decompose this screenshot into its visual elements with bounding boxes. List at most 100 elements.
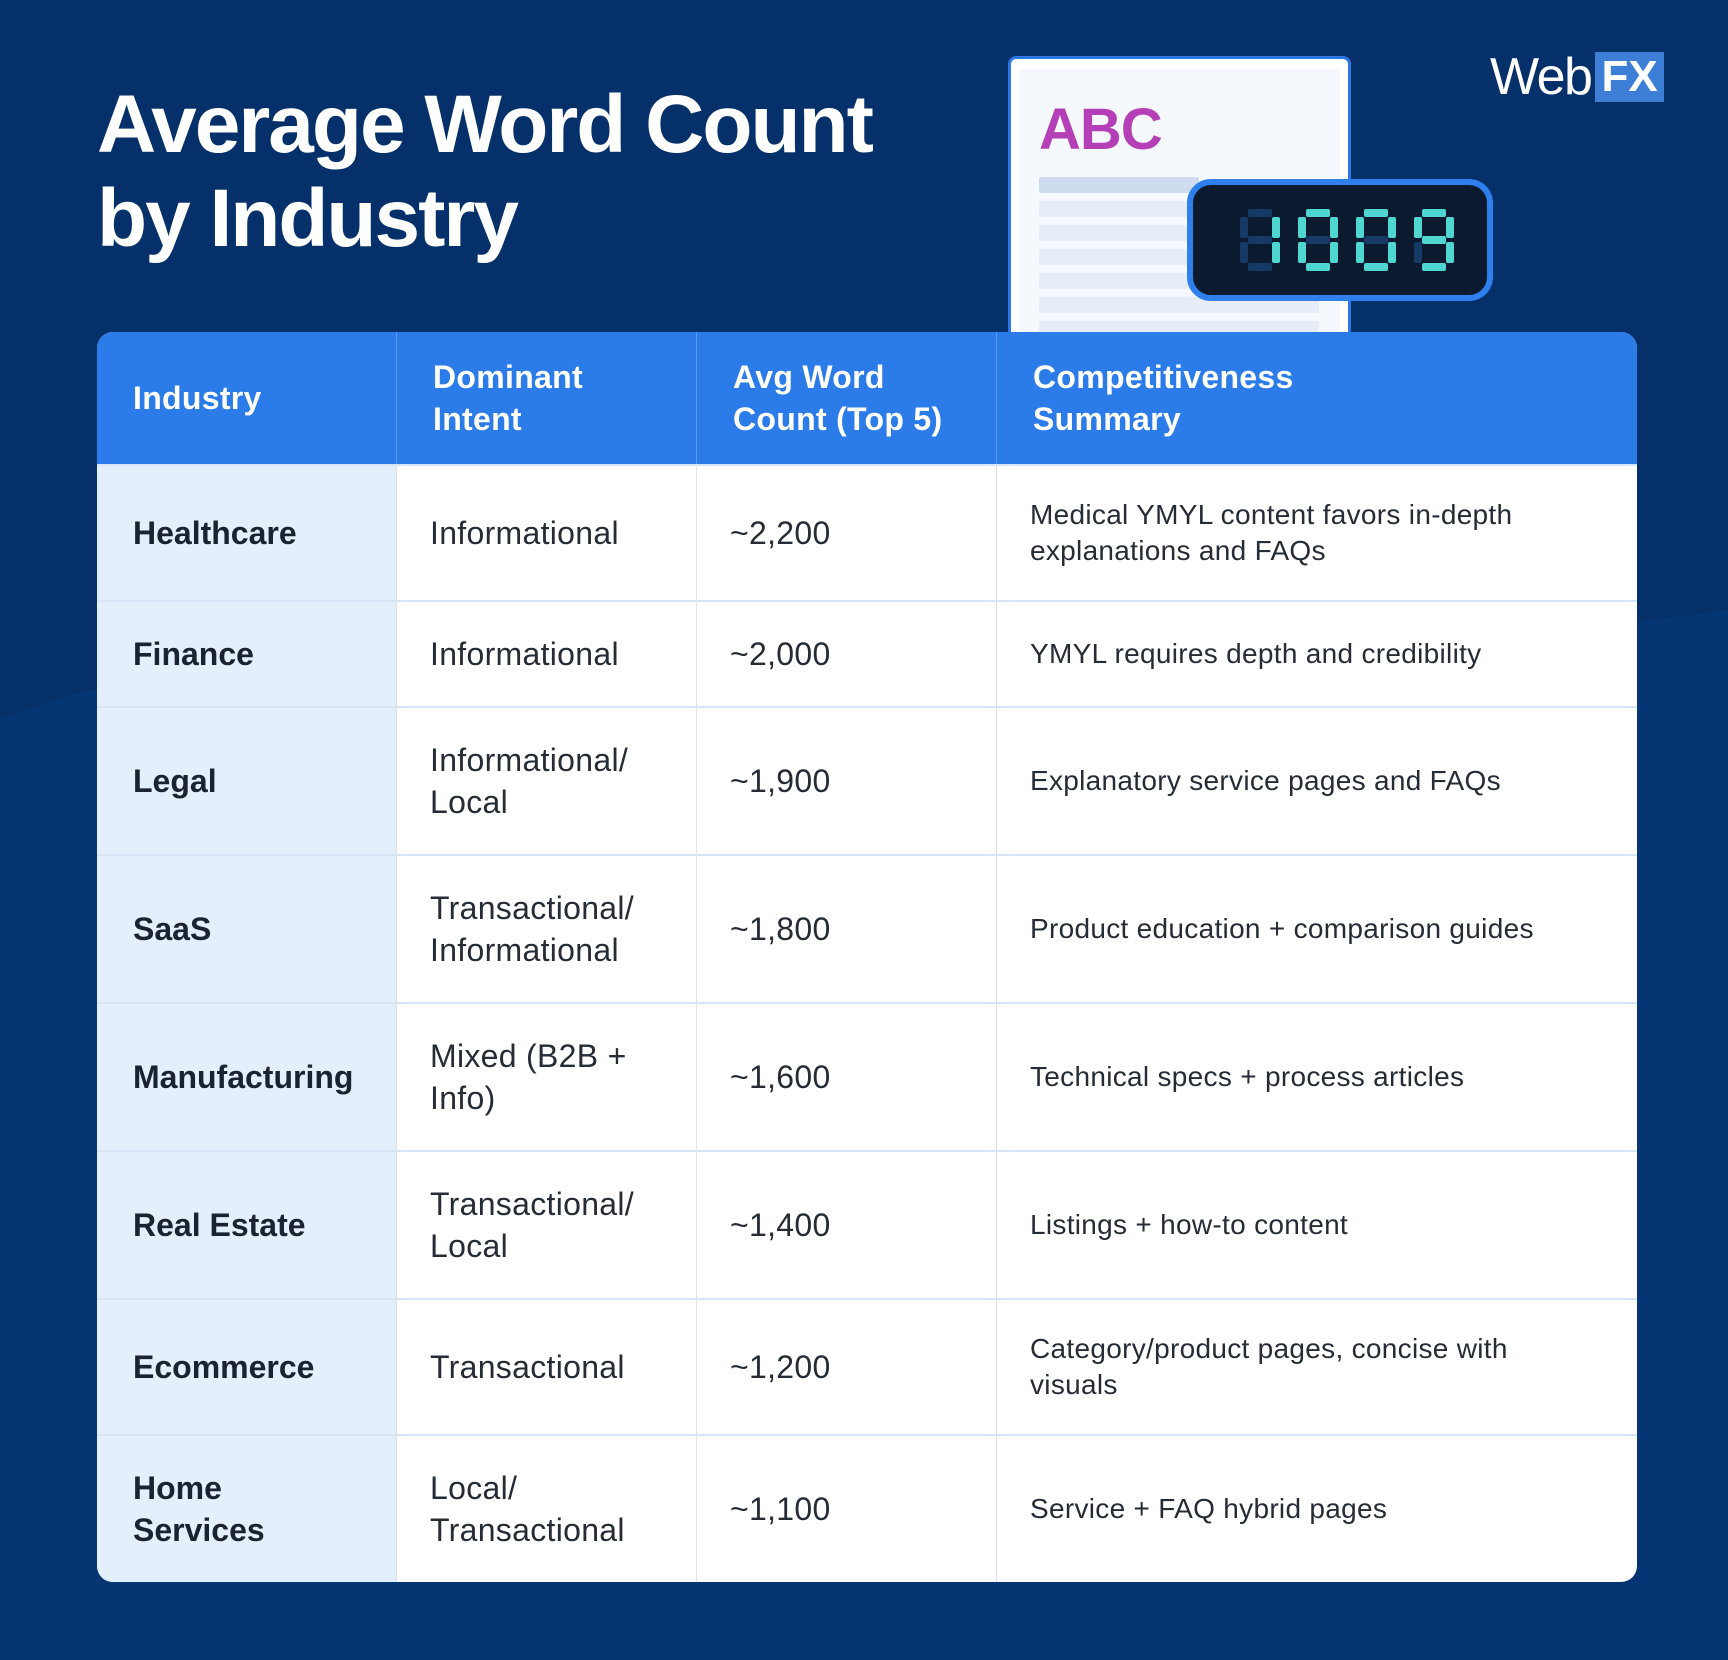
counter-segment [1446,242,1454,263]
header-industry: Industry [133,380,262,416]
counter-segment [1240,242,1248,263]
cell-intent: Transactional/ Informational [397,856,697,1002]
table-row: SaaS Transactional/ Informational ~1,800 Pr… [97,854,1637,1002]
counter-segment [1364,263,1388,271]
counter-segment [1388,217,1396,238]
counter-segment [1446,217,1454,238]
competitiveness-summary: Listings + how-to content [1030,1209,1349,1240]
competitiveness-summary: Explanatory service pages and FAQs [1030,765,1501,796]
industry-name: Legal [133,763,217,799]
counter-segment [1248,263,1272,271]
counter-segment [1364,209,1388,217]
counter-segment [1298,242,1306,263]
page-title: Average Word Count by Industry [97,78,977,266]
document-line [1039,177,1199,193]
cell-intent: Informational/ Local [397,708,697,854]
cell-intent: Informational [397,602,697,706]
avg-word-count: ~1,200 [730,1349,831,1385]
cell-word-count: ~2,200 [697,466,997,600]
competitiveness-summary: Technical specs + process articles [1030,1061,1465,1092]
cell-word-count: ~1,400 [697,1152,997,1298]
cell-summary: Technical specs + process articles [997,1004,1637,1150]
table-header: Industry Dominant Intent Avg Word Count … [97,332,1637,464]
avg-word-count: ~1,800 [730,911,831,947]
table-row: Real Estate Transactional/ Local ~1,400 Lis… [97,1150,1637,1298]
avg-word-count: ~1,100 [730,1491,831,1527]
cell-intent: Local/ Transactional [397,1436,697,1582]
seven-segment-counter-icon [1187,179,1493,301]
avg-word-count: ~1,600 [730,1059,831,1095]
cell-word-count: ~1,900 [697,708,997,854]
cell-word-count: ~1,800 [697,856,997,1002]
counter-segment [1364,236,1388,244]
cell-summary: Medical YMYL content favors in-depth exp… [997,466,1637,600]
counter-segment [1240,217,1248,238]
industry-name: Ecommerce [133,1349,315,1385]
table-row: Healthcare Informational ~2,200 Medical YMY… [97,464,1637,600]
header-cell: Competitiveness Summary [997,332,1637,464]
counter-segment [1414,217,1422,238]
dominant-intent: Informational [430,515,619,551]
industry-name: Healthcare [133,515,297,551]
cell-word-count: ~2,000 [697,602,997,706]
cell-summary: Listings + how-to content [997,1152,1637,1298]
cell-summary: Explanatory service pages and FAQs [997,708,1637,854]
competitiveness-summary: Category/product pages, concise with vis… [1030,1333,1508,1400]
counter-segment [1306,236,1330,244]
counter-segment [1248,236,1272,244]
dominant-intent: Transactional/ Informational [430,890,634,968]
industry-name: Finance [133,636,254,672]
industry-name: SaaS [133,911,212,947]
counter-digits [1240,209,1454,271]
header-cell: Avg Word Count (Top 5) [697,332,997,464]
dominant-intent: Informational/ Local [430,742,629,820]
counter-segment [1356,242,1364,263]
cell-industry: Ecommerce [97,1300,397,1434]
counter-segment [1422,209,1446,217]
cell-industry: Legal [97,708,397,854]
cell-industry: Home Services [97,1436,397,1582]
table-row: Home Services Local/ Transactional ~1,100 S… [97,1434,1637,1582]
word-count-table: Industry Dominant Intent Avg Word Count … [97,332,1637,1582]
logo-fx-text: FX [1595,52,1664,102]
counter-segment [1248,209,1272,217]
counter-segment [1422,236,1446,244]
avg-word-count: ~2,000 [730,636,831,672]
counter-segment [1330,217,1338,238]
dominant-intent: Mixed (B2B + Info) [430,1038,627,1116]
cell-summary: YMYL requires depth and credibility [997,602,1637,706]
cell-industry: Finance [97,602,397,706]
cell-industry: Healthcare [97,466,397,600]
dominant-intent: Local/ Transactional [430,1470,625,1548]
header-summary: Competitiveness Summary [1033,359,1294,437]
cell-intent: Transactional [397,1300,697,1434]
counter-segment [1330,242,1338,263]
competitiveness-summary: Medical YMYL content favors in-depth exp… [1030,499,1513,566]
cell-summary: Service + FAQ hybrid pages [997,1436,1637,1582]
cell-industry: Real Estate [97,1152,397,1298]
counter-segment [1298,217,1306,238]
title-line-1: Average Word Count [97,79,874,170]
counter-segment [1422,263,1446,271]
webfx-logo: Web FX [1490,48,1664,106]
table-row: Finance Informational ~2,000 YMYL requires … [97,600,1637,706]
title-line-2: by Industry [97,173,519,264]
cell-intent: Transactional/ Local [397,1152,697,1298]
counter-segment [1356,217,1364,238]
competitiveness-summary: Service + FAQ hybrid pages [1030,1493,1388,1524]
competitiveness-summary: YMYL requires depth and credibility [1030,638,1482,669]
counter-segment [1306,209,1330,217]
counter-segment [1272,242,1280,263]
counter-segment [1388,242,1396,263]
dominant-intent: Transactional [430,1349,625,1385]
header-cell: Dominant Intent [397,332,697,464]
document-line [1039,297,1319,313]
cell-industry: SaaS [97,856,397,1002]
cell-word-count: ~1,100 [697,1436,997,1582]
cell-word-count: ~1,200 [697,1300,997,1434]
logo-web-text: Web [1490,48,1593,106]
avg-word-count: ~2,200 [730,515,831,551]
industry-name: Manufacturing [133,1059,354,1095]
table-row: Manufacturing Mixed (B2B + Info) ~1,600 Tec… [97,1002,1637,1150]
cell-summary: Product education + comparison guides [997,856,1637,1002]
